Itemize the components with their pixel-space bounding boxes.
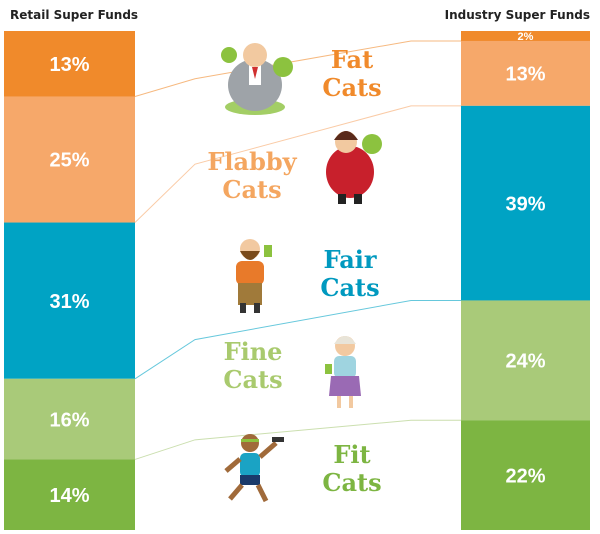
- category-label-line2: Cats: [223, 365, 282, 394]
- industry-value-label: 13%: [505, 64, 545, 86]
- retail-value-label: 31%: [49, 291, 89, 313]
- industry-bar-segment: [461, 105, 590, 301]
- fit-cat-icon: [224, 434, 284, 503]
- connector-line: [134, 299, 461, 380]
- industry-header: Industry Super Funds: [444, 8, 590, 22]
- retail-value-label: 16%: [49, 409, 89, 431]
- industry-value-label: 22%: [505, 465, 545, 487]
- industry-value-label: 39%: [505, 193, 545, 215]
- connector-line: [134, 40, 461, 98]
- industry-value-label: 24%: [505, 351, 545, 373]
- industry-value-label: 2%: [518, 31, 534, 43]
- flabby-cat-icon: [326, 131, 382, 204]
- retail-bar-segment: [4, 222, 135, 379]
- retail-value-label: 14%: [49, 485, 89, 507]
- retail-bar-segment: [4, 96, 135, 223]
- industry-bar-segment: [461, 31, 590, 41]
- industry-bar-segment: [461, 40, 590, 106]
- fat-cat-icon: [221, 43, 293, 115]
- category-label-line1: Fat: [331, 45, 373, 74]
- category-label-line2: Cats: [222, 175, 281, 204]
- retail-value-label: 25%: [49, 150, 89, 172]
- industry-bar-segment: [461, 420, 590, 530]
- category-label-line2: Cats: [322, 73, 381, 102]
- industry-bar-segment: [461, 300, 590, 421]
- retail-bar-segment: [4, 459, 135, 530]
- retail-bar-segment: [4, 31, 135, 97]
- fair-cat-icon: [236, 239, 272, 313]
- category-label-line2: Cats: [322, 468, 381, 497]
- category-label-line1: Fit: [333, 440, 370, 469]
- retail-value-label: 13%: [49, 54, 89, 76]
- retail-bar-segment: [4, 378, 135, 460]
- connector-line: [134, 105, 461, 223]
- middle-panel: [135, 31, 461, 530]
- category-label-line1: Fine: [224, 337, 283, 366]
- fine-cat-icon: [325, 336, 361, 408]
- category-label-line1: Flabby: [207, 147, 297, 176]
- category-label-line2: Cats: [320, 273, 379, 302]
- retail-header: Retail Super Funds: [10, 8, 139, 22]
- category-label-line1: Fair: [323, 245, 376, 274]
- connector-line: [134, 419, 461, 460]
